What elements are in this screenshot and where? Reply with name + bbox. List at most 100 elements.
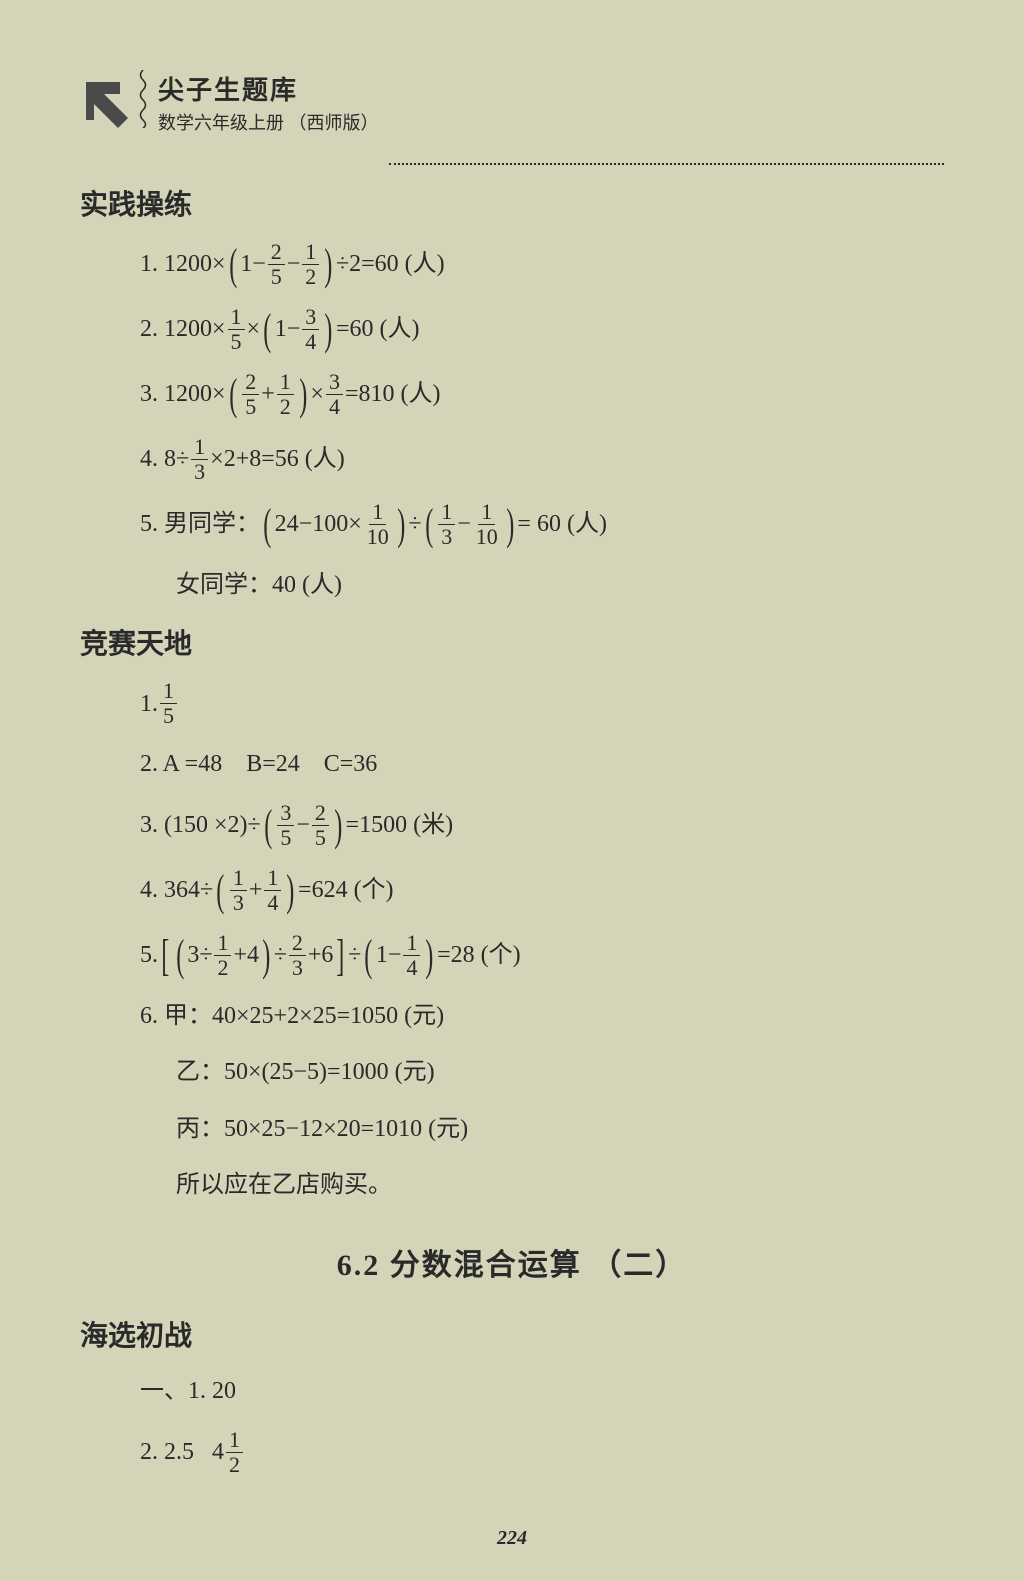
- text: =1500 (米): [346, 806, 454, 844]
- fraction: 15: [228, 306, 245, 353]
- paren-right: ): [334, 808, 342, 843]
- text: ÷: [408, 505, 421, 543]
- text: −: [287, 245, 301, 283]
- header: 尖子生题库 数学六年级上册 （西师版）: [80, 70, 379, 135]
- s1-p1: 1. 1200× ( 1− 25 − 12 ) ÷2=60 (人): [140, 241, 944, 288]
- text: 3. (150 ×2)÷: [140, 806, 261, 844]
- paren-left: (: [216, 873, 224, 908]
- header-text: 尖子生题库 数学六年级上册 （西师版）: [158, 70, 379, 135]
- s3-p1: 一、1. 20: [140, 1372, 944, 1410]
- text: 4. 364÷: [140, 871, 213, 909]
- text: ÷: [274, 936, 287, 974]
- fraction: 110: [364, 501, 392, 548]
- paren-left: (: [425, 507, 433, 542]
- paren-left: (: [176, 938, 184, 973]
- paren-right: ): [397, 507, 405, 542]
- s2-p2: 2. A =48 B=24 C=36: [140, 745, 944, 783]
- s1-p3: 3. 1200× ( 25 + 12 ) × 34 =810 (人): [140, 371, 944, 418]
- page: 尖子生题库 数学六年级上册 （西师版） 实践操练 1. 1200× ( 1− 2…: [0, 0, 1024, 1580]
- text: 2. 1200×: [140, 310, 226, 348]
- text: +6: [308, 936, 334, 974]
- section-title-practice: 实践操练: [80, 183, 944, 223]
- chapter-title: 6.2 分数混合运算 （二）: [80, 1240, 944, 1284]
- section-title-contest: 竞赛天地: [80, 622, 944, 662]
- text: =60 (人): [336, 310, 420, 348]
- fraction: 25: [242, 371, 259, 418]
- s2-p5: 5. [ ( 3÷ 12 +4 ) ÷ 23 +6 ] ÷ ( 1− 14 ) …: [140, 932, 944, 979]
- paren-right: ): [325, 247, 333, 282]
- s2-p6d: 所以应在乙店购买。: [176, 1166, 944, 1204]
- s1-p5-female: 女同学：40 (人): [176, 566, 944, 604]
- paren-left: (: [264, 808, 272, 843]
- section3-problems: 一、1. 20 2. 2.5 4 12: [140, 1372, 944, 1475]
- text: −: [457, 505, 471, 543]
- text: ×2+8=56 (人): [210, 440, 345, 478]
- fraction: 25: [312, 802, 329, 849]
- s2-p3: 3. (150 ×2)÷ ( 35 − 25 ) =1500 (米): [140, 802, 944, 849]
- text: +: [249, 871, 263, 909]
- s2-p4: 4. 364÷ ( 13 + 14 ) =624 (个): [140, 867, 944, 914]
- text: +: [261, 375, 275, 413]
- fraction: 12: [226, 1429, 243, 1476]
- book-title: 尖子生题库: [158, 70, 379, 107]
- paren-left: (: [229, 247, 237, 282]
- text: 1−: [376, 936, 402, 974]
- text: 3÷: [187, 936, 212, 974]
- text: 1.: [140, 685, 158, 723]
- text: 3. 1200×: [140, 375, 226, 413]
- s1-p5: 5. 男同学： ( 24−100× 110 ) ÷ ( 13 − 110 ) =…: [140, 501, 944, 548]
- text: =28 (个): [437, 936, 521, 974]
- s2-p1: 1. 15: [140, 680, 944, 727]
- page-number: 224: [0, 1527, 1024, 1550]
- section1-problems: 1. 1200× ( 1− 25 − 12 ) ÷2=60 (人) 2. 120…: [140, 241, 944, 604]
- fraction: 110: [473, 501, 501, 548]
- paren-right: ): [506, 507, 514, 542]
- fraction: 14: [264, 867, 281, 914]
- text: −: [296, 806, 310, 844]
- section-title-haixuan: 海选初战: [80, 1314, 944, 1354]
- bracket-right: ]: [337, 938, 345, 973]
- header-row: 尖子生题库 数学六年级上册 （西师版）: [80, 70, 944, 165]
- s2-p6a: 6. 甲：40×25+2×25=1050 (元): [140, 997, 944, 1035]
- fraction: 12: [214, 932, 231, 979]
- paren-left: (: [229, 377, 237, 412]
- bracket-left: [: [161, 938, 169, 973]
- text: ÷2=60 (人): [336, 245, 445, 283]
- fraction: 25: [268, 241, 285, 288]
- fraction: 34: [326, 371, 343, 418]
- fraction: 12: [302, 241, 319, 288]
- s2-p6c: 丙：50×25−12×20=1010 (元): [176, 1110, 944, 1148]
- text: 2. A =48 B=24 C=36: [140, 751, 377, 777]
- text: 5.: [140, 936, 158, 974]
- fraction: 34: [302, 306, 319, 353]
- paren-right: ): [287, 873, 295, 908]
- dotted-rule: [389, 121, 945, 165]
- paren-right: ): [325, 312, 333, 347]
- paren-right: ): [426, 938, 434, 973]
- paren-right: ): [299, 377, 307, 412]
- text: 1−: [240, 245, 266, 283]
- text: 24−100×: [275, 505, 362, 543]
- fraction: 12: [277, 371, 294, 418]
- text: 4. 8÷: [140, 440, 189, 478]
- text: 2. 2.5 4: [140, 1433, 224, 1471]
- fraction: 13: [438, 501, 455, 548]
- paren-left: (: [263, 507, 271, 542]
- text: =624 (个): [298, 871, 394, 909]
- book-subtitle: 数学六年级上册 （西师版）: [158, 109, 379, 135]
- fraction: 13: [191, 436, 208, 483]
- text: +4: [233, 936, 259, 974]
- fraction: 13: [230, 867, 247, 914]
- text: 1−: [275, 310, 301, 348]
- section2-problems: 1. 15 2. A =48 B=24 C=36 3. (150 ×2)÷ ( …: [140, 680, 944, 1204]
- paren-left: (: [365, 938, 373, 973]
- fraction: 14: [403, 932, 420, 979]
- fraction: 35: [277, 802, 294, 849]
- text: = 60 (人): [517, 505, 607, 543]
- paren-right: ): [262, 938, 270, 973]
- paren-left: (: [263, 312, 271, 347]
- fraction: 23: [289, 932, 306, 979]
- s1-p4: 4. 8÷ 13 ×2+8=56 (人): [140, 436, 944, 483]
- s2-p6b: 乙：50×(25−5)=1000 (元): [176, 1053, 944, 1091]
- text: 5. 男同学：: [140, 505, 260, 543]
